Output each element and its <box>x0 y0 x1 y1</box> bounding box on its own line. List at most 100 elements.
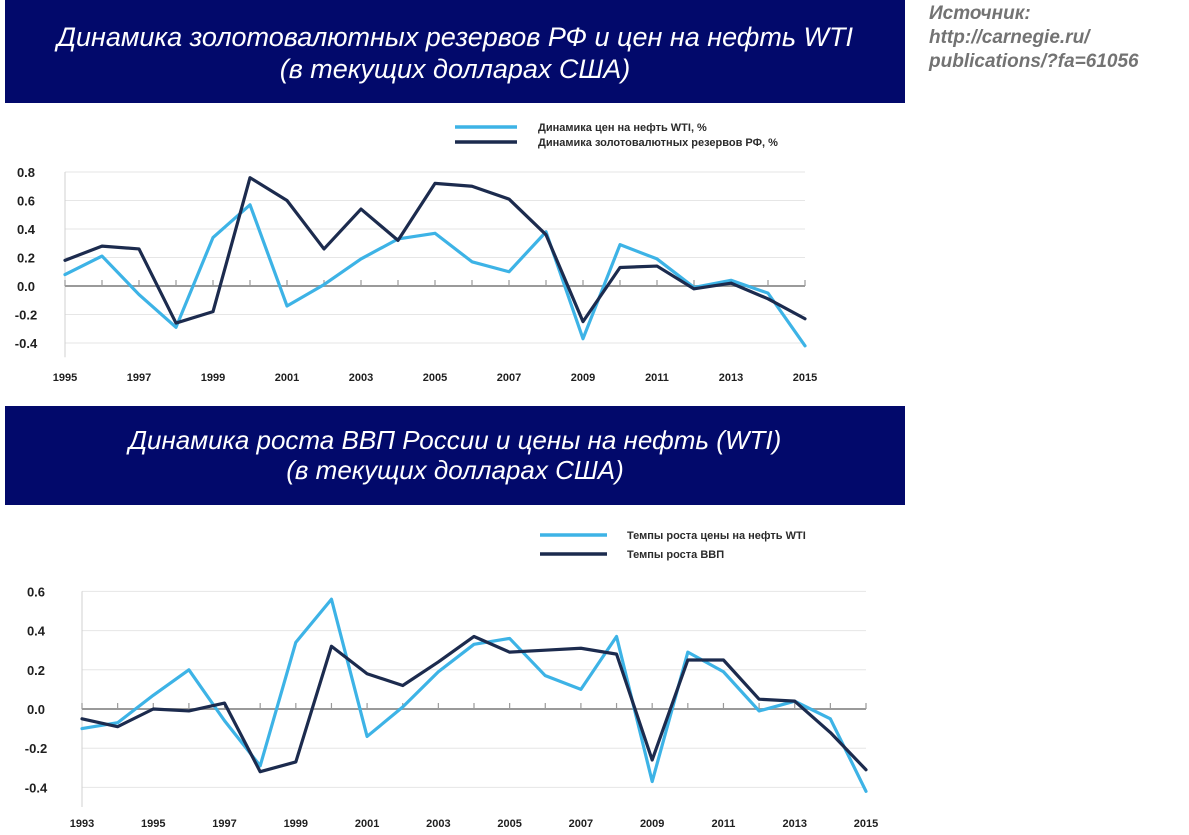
chart1-data-point <box>212 310 214 313</box>
chart2-data-point <box>366 672 368 675</box>
chart2-x-tick-label: 1993 <box>70 818 94 830</box>
chart1-data-point <box>619 243 621 246</box>
chart1-x-tick-label: 2009 <box>571 372 595 384</box>
chart2-x-tick-label: 2013 <box>782 818 806 830</box>
chart1-data-point <box>323 283 325 286</box>
chart2-data-point <box>615 653 618 655</box>
chart2-data-point <box>473 635 475 638</box>
chart1-data-point <box>767 292 769 294</box>
chart1-data-point <box>212 236 214 239</box>
chart2-x-tick-label: 2003 <box>426 818 450 830</box>
chart1-data-point <box>249 203 251 206</box>
chart2-y-tick-label: -0.2 <box>25 741 47 756</box>
chart2-legend-label: Темпы роста цены на нефть WTI <box>627 530 806 542</box>
chart2-data-point <box>152 694 155 697</box>
chart2-data-point <box>865 790 867 793</box>
chart2-data-point <box>401 684 404 687</box>
chart1-series-line-second <box>63 176 807 325</box>
chart2-x-tick-label: 2007 <box>569 818 593 830</box>
chart1-data-point <box>101 245 103 247</box>
chart1-data-point <box>508 270 510 273</box>
chart1-x-tick-label: 1997 <box>127 372 151 384</box>
chart1-data-point <box>286 305 288 307</box>
chart2-y-tick-label: 0.2 <box>27 663 45 678</box>
chart2-data-point <box>259 770 261 773</box>
chart2-data-point <box>437 661 440 663</box>
chart1-y-tick-label: 0.4 <box>17 222 36 237</box>
chart1-data-point <box>730 282 732 284</box>
chart1-data-point <box>730 279 732 282</box>
chart1-y-tick-label: 0.6 <box>17 194 35 209</box>
chart1-data-point <box>471 260 473 263</box>
chart2-data-point <box>188 669 190 671</box>
chart2-title-banner: Динамика роста ВВП России и цены на нефт… <box>5 406 905 505</box>
chart2-data-point <box>81 727 83 730</box>
chart2-data-point <box>651 780 653 783</box>
chart1-data-point <box>360 258 362 260</box>
chart2-data-point <box>401 706 404 708</box>
chart1-data-point <box>471 185 473 188</box>
chart2-x-tick-label: 1999 <box>284 818 308 830</box>
chart1-x-tick-label: 2013 <box>719 372 743 384</box>
chart2-data-point <box>544 649 547 651</box>
source-label: Источник: <box>929 3 1031 24</box>
chart1-x-tick-label: 2003 <box>349 372 373 384</box>
chart2-data-point <box>651 759 653 761</box>
chart2-data-point <box>295 641 297 644</box>
chart1-y-tick-label: 0.0 <box>17 279 35 294</box>
chart1-title-line2: (в текущих долларах США) <box>279 53 631 84</box>
chart2-data-point <box>152 708 155 710</box>
chart2-data-point <box>615 635 618 638</box>
chart2-y-tick-label: 0.4 <box>27 624 46 639</box>
chart2-y-tick-label: -0.4 <box>25 780 48 795</box>
chart1-legend-label: Динамика золотовалютных резервов РФ, % <box>538 137 778 149</box>
source-note: Источник: http://carnegie.ru/ publicatio… <box>929 2 1187 74</box>
chart2-data-point <box>865 768 867 771</box>
chart1-data-point <box>286 199 288 202</box>
chart2-x-tick-label: 1995 <box>141 818 165 830</box>
chart1-data-point <box>397 239 399 242</box>
chart2-title-line2: (в текущих долларах США) <box>286 454 624 485</box>
chart1-data-point <box>545 233 547 236</box>
chart2-y-tick-label: 0.6 <box>27 584 45 599</box>
chart2-data-point <box>223 719 226 722</box>
chart2-data-point <box>508 637 511 640</box>
source-url-line1[interactable]: http://carnegie.ru/ <box>929 27 1090 48</box>
chart1-y-tick-label: -0.4 <box>15 336 38 351</box>
chart1-series-line-oil <box>63 203 807 348</box>
chart2-data-point <box>829 731 832 734</box>
chart2-data-point <box>793 700 796 702</box>
chart2-data-point <box>473 643 475 646</box>
chart2-data-point <box>295 761 297 763</box>
chart1-y-tick-label: -0.2 <box>15 308 37 323</box>
chart1-data-point <box>582 337 584 340</box>
source-url-line2[interactable]: publications/?fa=61056 <box>929 51 1139 72</box>
chart2-data-point <box>722 670 725 673</box>
chart1-x-tick-label: 1999 <box>201 372 225 384</box>
chart1-legend-label: Динамика цен на нефть WTI, % <box>538 122 707 134</box>
chart1-data-point <box>767 298 769 300</box>
chart1-data-point <box>804 345 806 347</box>
chart1-data-point <box>434 182 436 185</box>
chart2-data-point <box>330 598 333 601</box>
chart2-x-tick-label: 2009 <box>640 818 664 830</box>
chart2-x-tick-label: 2015 <box>854 818 878 830</box>
chart2-data-point <box>116 725 119 728</box>
chart2-data-point <box>687 659 689 661</box>
chart2-data-point <box>580 647 582 650</box>
chart1-data-point <box>434 232 436 235</box>
chart2-data-point <box>223 702 226 704</box>
chart2-data-point <box>687 651 689 653</box>
chart1-x-tick-label: 2015 <box>793 372 817 384</box>
chart2-data-point <box>366 735 368 738</box>
chart2-data-point <box>259 765 261 767</box>
chart1-x-tick-label: 2011 <box>645 372 669 384</box>
chart1-data-point <box>693 288 695 290</box>
chart1-x-tick-label: 1995 <box>53 372 77 384</box>
chart2-data-point <box>544 674 547 677</box>
chart1-data-point <box>360 208 362 210</box>
chart1-x-tick-label: 2005 <box>423 372 447 384</box>
chart2-data-point <box>330 645 333 648</box>
chart1-x-tick-label: 2007 <box>497 372 521 384</box>
chart1-data-point <box>138 293 140 296</box>
